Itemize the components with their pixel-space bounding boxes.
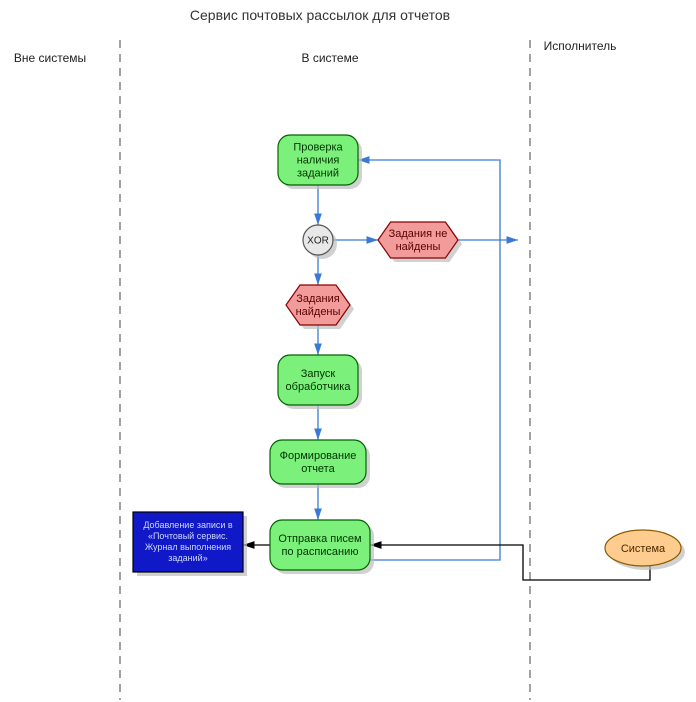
svg-text:Вне системы: Вне системы [14,51,86,65]
svg-text:Добавление записи в: Добавление записи в [143,520,233,530]
svg-text:Формирование: Формирование [280,450,357,462]
svg-text:Сервис почтовых рассылок для о: Сервис почтовых рассылок для отчетов [190,7,450,23]
svg-text:заданий: заданий [297,167,339,179]
svg-text:обработчика: обработчика [286,381,352,393]
svg-text:Запуск: Запуск [301,368,336,380]
svg-text:заданий»: заданий» [168,553,207,563]
flowchart-canvas: Сервис почтовых рассылок для отчетов Вне … [0,0,696,702]
svg-text:найдены: найдены [296,306,341,318]
svg-text:найдены: найдены [396,241,441,253]
svg-text:наличия: наличия [297,154,340,166]
svg-text:XOR: XOR [307,236,329,247]
svg-text:Журнал выполнения: Журнал выполнения [145,542,231,552]
svg-text:Отправка писем: Отправка писем [278,533,361,545]
svg-text:Задания не: Задания не [389,228,448,240]
svg-text:Система: Система [621,543,666,555]
svg-text:Исполнитель: Исполнитель [544,39,617,53]
svg-text:отчета: отчета [301,463,335,475]
svg-text:по расписанию: по расписанию [281,546,358,558]
svg-text:Проверка: Проверка [293,141,343,153]
svg-text:«Почтовый сервис.: «Почтовый сервис. [148,531,228,541]
svg-text:В системе: В системе [302,51,359,65]
svg-text:Задания: Задания [296,293,340,305]
